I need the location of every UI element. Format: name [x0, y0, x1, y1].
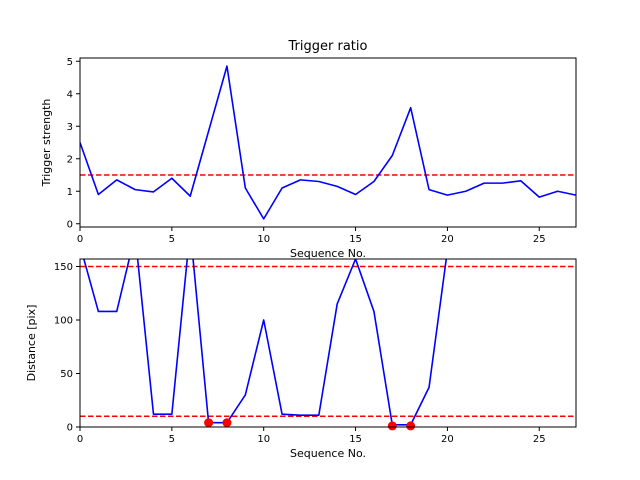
y-axis-label: Distance [pix]	[25, 305, 38, 382]
chart-title: Trigger ratio	[288, 39, 368, 54]
axes-frame	[79, 258, 577, 428]
plot-area-background	[80, 58, 576, 227]
series-line-1	[83, 259, 448, 426]
marker-point	[387, 421, 397, 431]
marker-point	[204, 418, 214, 428]
y-tick-label: 150	[54, 262, 73, 273]
x-tick-label: 5	[169, 434, 175, 445]
x-tick-label: 0	[77, 234, 83, 245]
y-tick-label: 100	[54, 315, 73, 326]
x-tick-label: 25	[533, 234, 546, 245]
subplot-1: 0 5 10 15 20 25 0 1 2 3 4 5 Trigger ratio Sequence No…	[40, 39, 577, 260]
y-tick-label: 1	[67, 187, 73, 198]
series-line-1	[80, 65, 576, 220]
y-tick-label: 3	[67, 122, 73, 133]
x-tick-label: 0	[77, 434, 83, 445]
x-tick-label: 15	[349, 434, 362, 445]
marker-point	[406, 421, 416, 431]
y-tick-label: 50	[60, 369, 73, 380]
plot-marks	[80, 259, 576, 426]
axes-frame	[79, 57, 577, 228]
x-tick-label: 5	[169, 234, 175, 245]
y-tick-label: 0	[67, 423, 73, 434]
y-axis-label: Trigger strength	[40, 99, 53, 188]
marker-point	[222, 418, 232, 428]
y-tick-label: 5	[67, 57, 73, 68]
subplot-2: 0 5 10 15 20 25 0 50 100 150 Sequence No. Distance …	[25, 258, 577, 460]
y-tick-label: 0	[67, 219, 73, 230]
x-tick-label: 10	[257, 234, 270, 245]
y-tick-label: 2	[67, 154, 73, 165]
x-tick-label: 25	[533, 434, 546, 445]
plot-marks	[80, 65, 576, 220]
x-tick-label: 10	[257, 434, 270, 445]
x-tick-label: 20	[441, 434, 454, 445]
x-axis-label: Sequence No.	[290, 447, 366, 460]
y-tick-label: 4	[67, 89, 73, 100]
x-tick-label: 15	[349, 234, 362, 245]
plot-area-background	[80, 259, 576, 427]
x-tick-label: 20	[441, 234, 454, 245]
x-axis-label: Sequence No.	[290, 247, 366, 260]
